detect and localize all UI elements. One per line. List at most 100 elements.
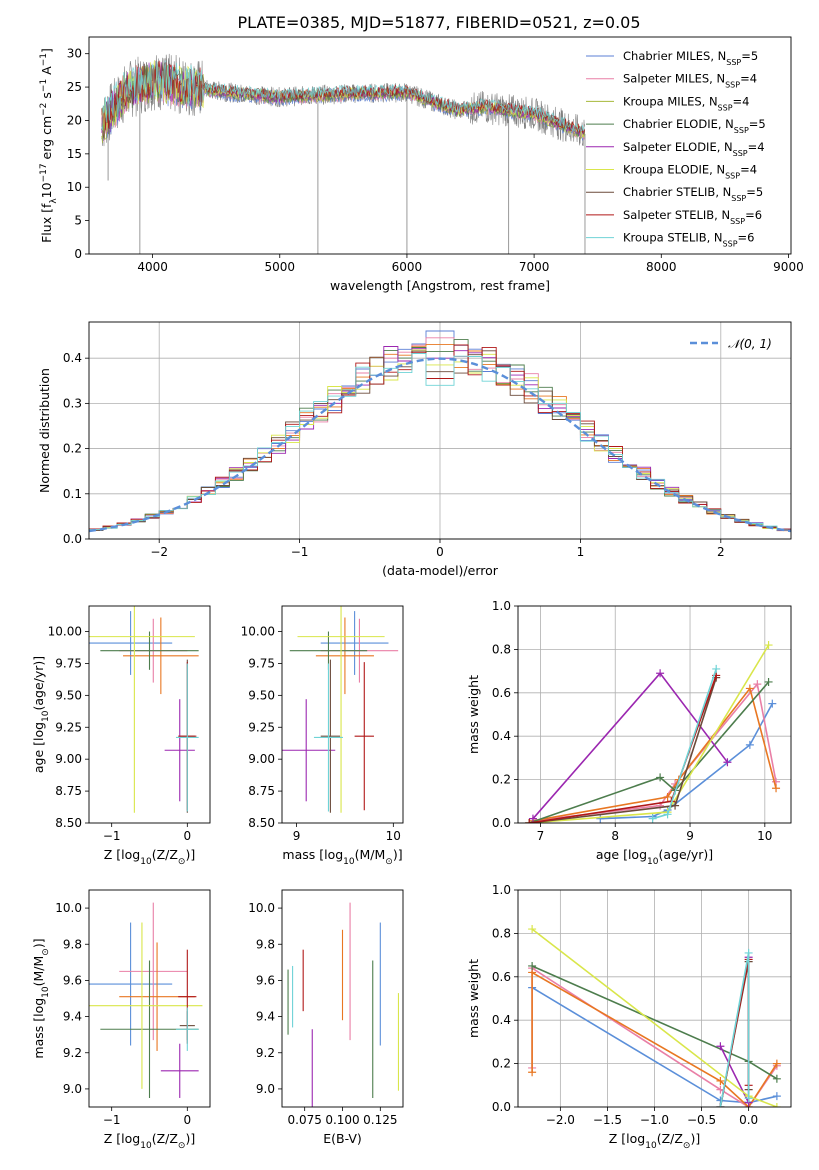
y-tick-label: 0.6 bbox=[492, 686, 511, 700]
y-tick-label: 0.2 bbox=[63, 442, 82, 456]
legend-entry: Chabrier MILES, NSSP=5 bbox=[623, 49, 758, 67]
y-tick-label: 0.8 bbox=[492, 926, 511, 940]
y-axis-label: mass weight bbox=[466, 959, 481, 1038]
y-axis-label: Normed distribution bbox=[37, 368, 52, 493]
plus-marker bbox=[753, 680, 762, 689]
mass-weight-line bbox=[532, 686, 777, 822]
y-tick-label: 9.8 bbox=[63, 937, 82, 951]
plus-marker bbox=[712, 664, 721, 673]
x-axis-label: mass [log10(M/M⊙)] bbox=[282, 847, 402, 867]
plus-marker bbox=[663, 810, 672, 819]
plus-marker bbox=[745, 740, 754, 749]
x-tick-label: 0.100 bbox=[325, 1113, 359, 1127]
plus-marker bbox=[525, 819, 534, 823]
x-tick-label: −1.5 bbox=[593, 1113, 622, 1127]
axes-frame bbox=[88, 605, 211, 824]
plus-marker bbox=[772, 1092, 781, 1101]
y-tick-label: 1.0 bbox=[492, 599, 511, 613]
plus-marker bbox=[528, 925, 537, 934]
plot-area bbox=[89, 902, 203, 1098]
y-tick-label: 0.3 bbox=[63, 396, 82, 410]
y-tick-label: 20 bbox=[67, 113, 82, 127]
x-tick-label: −1.0 bbox=[640, 1113, 669, 1127]
y-tick-label: 9.6 bbox=[63, 973, 82, 987]
x-tick-label: 10 bbox=[386, 829, 401, 843]
x-tick-label: 7 bbox=[537, 829, 545, 843]
y-tick-label: 8.75 bbox=[248, 784, 275, 798]
y-tick-label: 0.2 bbox=[492, 773, 511, 787]
y-tick-label: 25 bbox=[67, 80, 82, 94]
x-tick-label: 9000 bbox=[773, 260, 804, 274]
y-tick-label: 9.0 bbox=[63, 1082, 82, 1096]
plot-area bbox=[89, 330, 791, 533]
y-tick-label: 10 bbox=[67, 180, 82, 194]
x-tick-label: 4000 bbox=[137, 260, 168, 274]
normal-curve bbox=[89, 357, 791, 533]
x-tick-label: −0.5 bbox=[687, 1113, 716, 1127]
legend-entry: 𝒩(0, 1) bbox=[728, 337, 772, 351]
plus-marker bbox=[656, 669, 665, 678]
y-tick-label: 0.4 bbox=[492, 729, 511, 743]
mass_vs_ebv-axes: 0.075 0.100 0.125 9.0 9.2 9.4 9.6 9.8 10.0 E(B-V) bbox=[248, 889, 404, 1146]
y-tick-label: 5 bbox=[74, 214, 82, 228]
y-tick-label: 0.8 bbox=[492, 642, 511, 656]
mass-weight-line bbox=[529, 644, 770, 823]
residual-histogram bbox=[89, 344, 791, 530]
y-tick-label: 10.0 bbox=[55, 901, 82, 915]
axes-frame bbox=[88, 36, 792, 255]
y-tick-label: 9.50 bbox=[248, 688, 275, 702]
x-tick-label: 10 bbox=[757, 829, 772, 843]
y-tick-label: 9.2 bbox=[63, 1046, 82, 1060]
legend-entry: Salpeter STELIB, NSSP=6 bbox=[623, 208, 762, 226]
y-tick-label: 9.6 bbox=[256, 973, 275, 987]
y-tick-label: 9.2 bbox=[256, 1046, 275, 1060]
legend-entry: Kroupa ELODIE, NSSP=4 bbox=[623, 163, 757, 181]
y-tick-label: 30 bbox=[67, 47, 82, 61]
axes-frame bbox=[517, 605, 792, 824]
y-tick-label: 10.0 bbox=[248, 901, 275, 915]
x-tick-label: 6000 bbox=[392, 260, 423, 274]
plus-marker bbox=[671, 801, 680, 810]
legend-entry: Chabrier ELODIE, NSSP=5 bbox=[623, 117, 766, 135]
y-tick-label: 0.4 bbox=[492, 1013, 511, 1027]
plus-marker bbox=[745, 684, 754, 693]
x-tick-label: 5000 bbox=[264, 260, 295, 274]
plus-marker bbox=[723, 758, 732, 767]
y-tick-label: 9.0 bbox=[256, 1082, 275, 1096]
spectrum-axes: 4000 5000 6000 7000 8000 9000 0 5 10 15 20 25 30 wave… bbox=[39, 36, 804, 293]
y-tick-label: 9.00 bbox=[248, 752, 275, 766]
y-tick-label: 9.25 bbox=[55, 720, 82, 734]
x-axis-label: Z [log10(Z/Z⊙)] bbox=[104, 1131, 195, 1151]
plus-marker bbox=[656, 773, 665, 782]
y-tick-label: 9.8 bbox=[256, 937, 275, 951]
y-tick-label: 9.25 bbox=[248, 720, 275, 734]
y-tick-label: 0.0 bbox=[492, 1100, 511, 1114]
x-tick-label: 7000 bbox=[519, 260, 550, 274]
x-tick-label: −1 bbox=[103, 829, 121, 843]
x-tick-label: −2.0 bbox=[546, 1113, 575, 1127]
plus-marker bbox=[596, 814, 605, 823]
y-tick-label: 9.50 bbox=[55, 688, 82, 702]
mass-weight-line bbox=[531, 986, 778, 1104]
y-tick-label: 10.00 bbox=[241, 625, 275, 639]
plus-marker bbox=[663, 792, 672, 801]
legend-entry: Salpeter ELODIE, NSSP=4 bbox=[623, 140, 765, 158]
y-axis-label: mass [log10(M/M⊙)] bbox=[31, 938, 51, 1058]
plus-marker bbox=[528, 814, 537, 823]
x-tick-label: −1 bbox=[103, 1113, 121, 1127]
x-tick-label: 2 bbox=[717, 545, 725, 559]
plus-marker bbox=[772, 1059, 781, 1068]
x-tick-label: 1 bbox=[577, 545, 585, 559]
mass-weight-line bbox=[529, 675, 717, 823]
plus-marker bbox=[744, 948, 753, 957]
plot-area bbox=[89, 606, 199, 813]
y-axis-label: Flux [fλ10−17 erg cm−2 s−1 A−1] bbox=[39, 48, 59, 243]
residual-histogram bbox=[89, 350, 791, 531]
x-axis-label: wavelength [Angstrom, rest frame] bbox=[330, 278, 550, 293]
plot-area bbox=[525, 641, 781, 823]
age_vs_Z-axes: −1 0 8.50 8.75 9.00 9.25 9.50 9.75 10.00 Z [log10… bbox=[31, 605, 211, 867]
axes-frame bbox=[281, 605, 404, 824]
legend-entry: Salpeter MILES, NSSP=4 bbox=[623, 72, 757, 90]
y-tick-label: 0 bbox=[74, 247, 82, 261]
